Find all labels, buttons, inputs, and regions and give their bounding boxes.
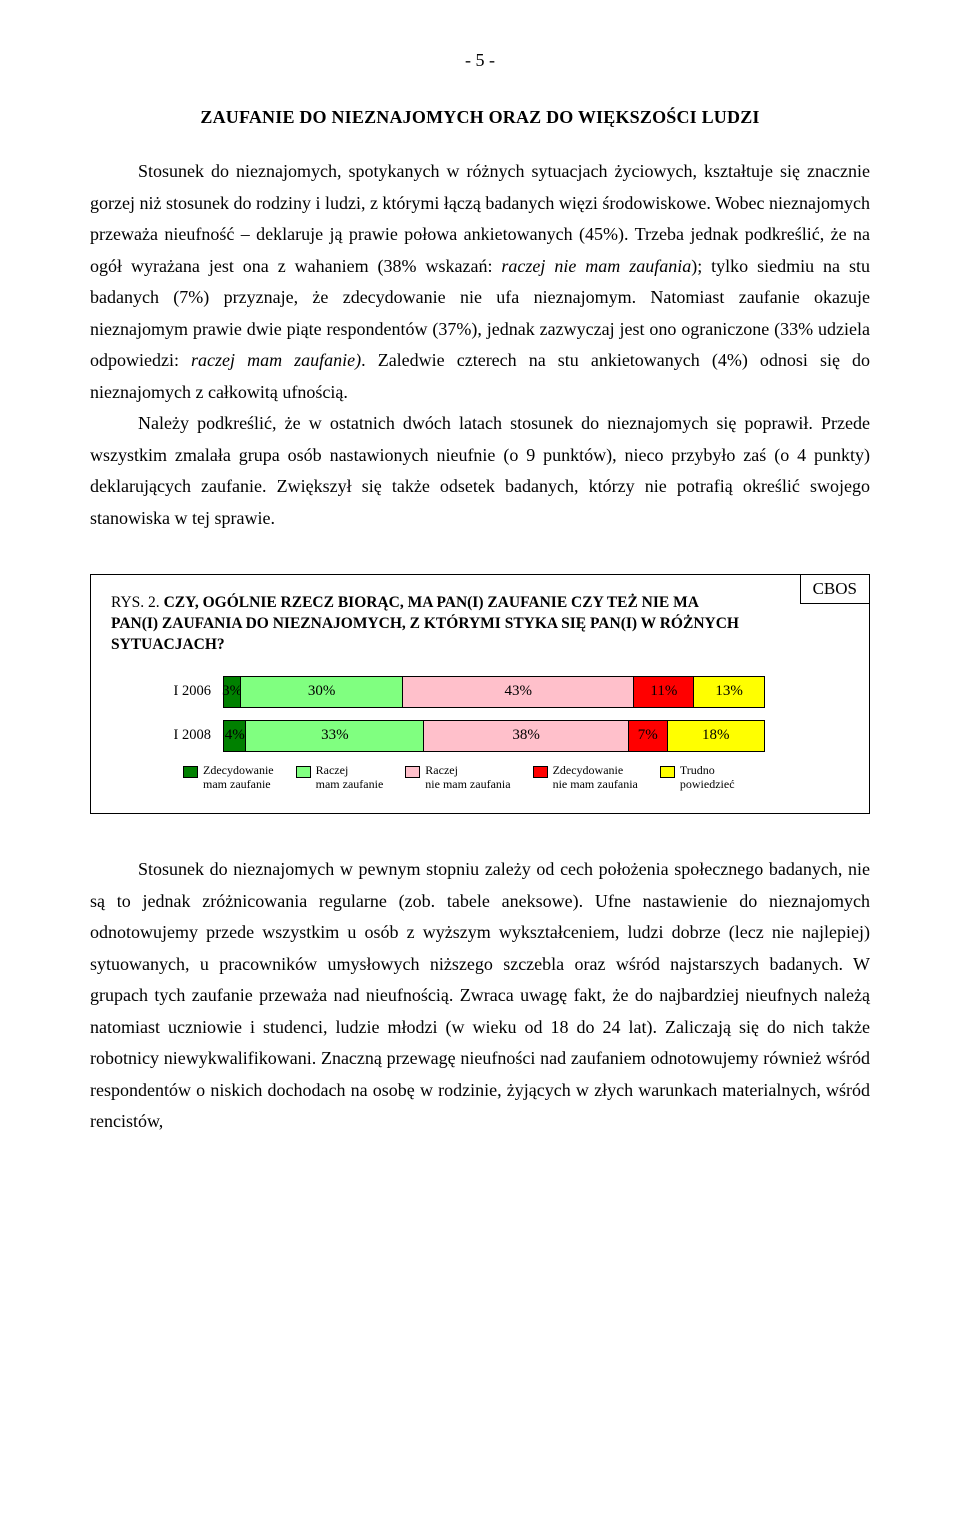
bar-segment: 43% (403, 677, 634, 707)
paragraph-1: Stosunek do nieznajomych, spotykanych w … (90, 156, 870, 408)
para1-italic-2: raczej mam zaufanie) (191, 350, 361, 370)
bar-chart: I 20063%30%43%11%13% I 20084%33%38%7%18% (151, 676, 849, 752)
legend-swatch (183, 766, 198, 778)
legend-item: Raczejnie mam zaufania (405, 764, 510, 792)
section-title-rest: AUFANIE DO NIEZNAJOMYCH ORAZ DO WIĘKSZOŚ… (213, 107, 760, 127)
legend-label: Raczejmam zaufanie (316, 764, 384, 792)
section-title-prefix: Z (200, 107, 212, 127)
legend-swatch (533, 766, 548, 778)
figure-caption: RYS. 2. CZY, OGÓLNIE RZECZ BIORĄC, MA PA… (111, 593, 849, 656)
cbos-tag: CBOS (800, 574, 870, 604)
legend-item: Zdecydowanienie mam zaufania (533, 764, 638, 792)
bar-year-label: I 2008 (151, 727, 223, 744)
legend-label: Zdecydowanienie mam zaufania (553, 764, 638, 792)
paragraph-3: Stosunek do nieznajomych w pewnym stopni… (90, 854, 870, 1138)
legend-label: Trudnopowiedzieć (680, 764, 735, 792)
legend-item: Trudnopowiedzieć (660, 764, 735, 792)
bar-segment: 13% (694, 677, 764, 707)
legend-item: Raczejmam zaufanie (296, 764, 384, 792)
figure-box: CBOS RYS. 2. CZY, OGÓLNIE RZECZ BIORĄC, … (90, 574, 870, 814)
figure-caption-text: CZY, OGÓLNIE RZECZ BIORĄC, MA PAN(I) ZAU… (111, 594, 739, 653)
bar-year-label: I 2006 (151, 683, 223, 700)
page: - 5 - ZAUFANIE DO NIEZNAJOMYCH ORAZ DO W… (0, 0, 960, 1168)
para1-italic-1: raczej nie mam zaufania (501, 256, 691, 276)
chart-legend: Zdecydowaniemam zaufanie Raczejmam zaufan… (183, 764, 849, 792)
bar-segment: 11% (634, 677, 694, 707)
legend-item: Zdecydowaniemam zaufanie (183, 764, 274, 792)
bar-segment: 18% (668, 721, 764, 751)
legend-label: Zdecydowaniemam zaufanie (203, 764, 274, 792)
stacked-bar: 4%33%38%7%18% (223, 720, 765, 752)
bar-segment: 7% (629, 721, 668, 751)
bar-segment: 4% (224, 721, 246, 751)
legend-swatch (296, 766, 311, 778)
bar-row: I 20063%30%43%11%13% (151, 676, 849, 708)
bar-segment: 30% (241, 677, 403, 707)
bar-segment: 33% (246, 721, 424, 751)
bar-segment: 3% (224, 677, 241, 707)
stacked-bar: 3%30%43%11%13% (223, 676, 765, 708)
legend-swatch (660, 766, 675, 778)
paragraph-2: Należy podkreślić, że w ostatnich dwóch … (90, 408, 870, 534)
legend-label: Raczejnie mam zaufania (425, 764, 510, 792)
page-number: - 5 - (90, 50, 870, 71)
bar-row: I 20084%33%38%7%18% (151, 720, 849, 752)
figure-rys: RYS. 2. (111, 594, 164, 611)
bar-segment: 38% (424, 721, 629, 751)
section-title: ZAUFANIE DO NIEZNAJOMYCH ORAZ DO WIĘKSZO… (90, 107, 870, 128)
legend-swatch (405, 766, 420, 778)
